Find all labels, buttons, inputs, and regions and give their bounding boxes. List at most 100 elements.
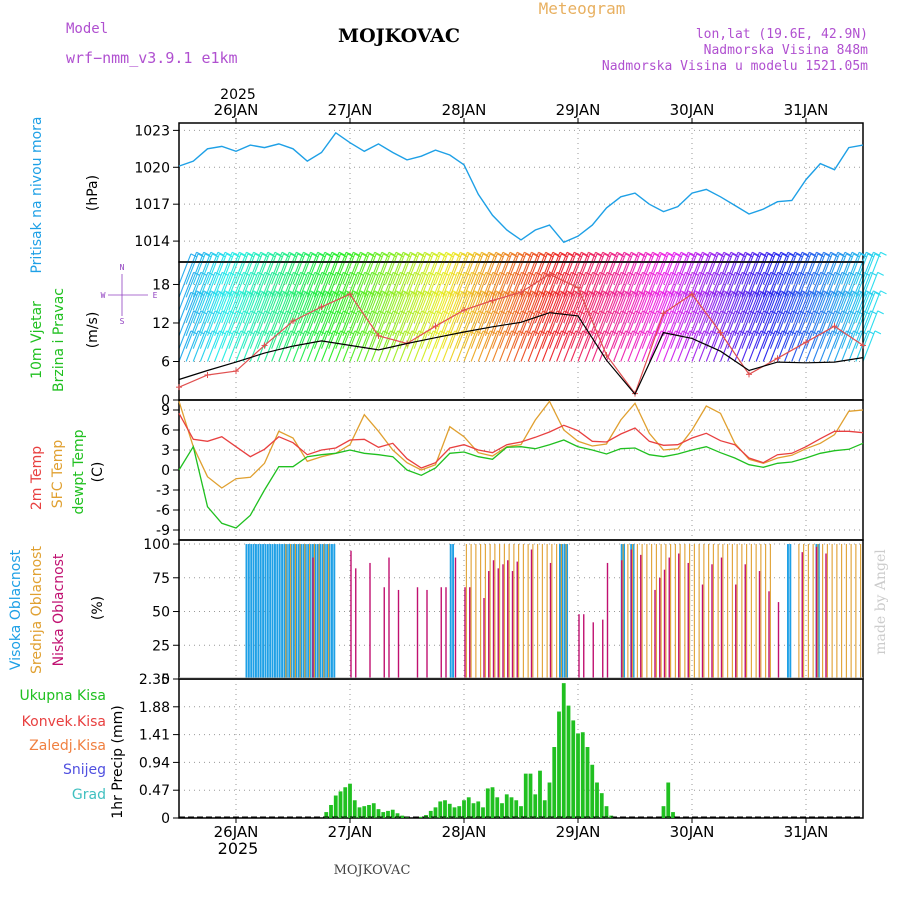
wind-barb — [662, 290, 682, 337]
wind-barb-flag — [846, 291, 853, 296]
high-cloud-bar — [623, 544, 626, 679]
wind-barb-flag — [535, 271, 542, 276]
wind-barb — [271, 310, 287, 349]
wind-barb — [734, 292, 748, 324]
wind-barb — [620, 252, 639, 298]
wind-barb — [755, 253, 769, 285]
wind-barb-flag — [449, 271, 457, 276]
bottom-date-label: 26JAN — [214, 823, 259, 841]
wind-barb — [734, 310, 750, 349]
wind-barb-flag — [402, 251, 410, 256]
lonlat-label: lon,lat (19.6E, 42.9N) — [696, 27, 868, 42]
wind-barb-flag — [400, 271, 407, 276]
wind-barb — [427, 292, 441, 324]
wind-barb-flag — [221, 271, 229, 276]
wind-barb — [776, 290, 796, 337]
wind-barb — [648, 272, 665, 311]
wind-barb — [613, 330, 627, 362]
wind-barb-flag — [589, 253, 597, 258]
wind-barb-flag — [856, 310, 863, 315]
wind-barb — [570, 310, 587, 349]
wind-barb — [306, 292, 320, 324]
wind-barb — [377, 272, 394, 311]
wind-barb-flag — [535, 310, 542, 315]
wind-barb-flag — [831, 330, 839, 335]
wind-barb — [826, 310, 843, 349]
wind-barb-flag — [618, 330, 625, 335]
wind-barb-flag — [746, 253, 753, 258]
wind-barb — [677, 290, 696, 337]
elevation-label: Nadmorska Visina 848m — [704, 43, 869, 58]
wind-barb — [862, 290, 882, 337]
wind-barb-flag — [639, 330, 647, 335]
high-cloud-bar — [632, 544, 635, 679]
wind-barb-flag — [506, 310, 514, 315]
wind-barb — [662, 330, 676, 362]
wind-barb — [570, 253, 584, 285]
wind-barb-flag — [554, 291, 561, 296]
wind-barb — [826, 253, 840, 285]
high-cloud-bar — [255, 544, 257, 679]
wind-barb-flag — [525, 253, 533, 258]
wind-barb — [299, 310, 316, 349]
wind-barb — [420, 290, 440, 337]
wind-barb-flag — [383, 253, 390, 258]
precip-panel: 0 0.47 0.94 1.41 1.88 2.35 — [139, 672, 864, 827]
wind-barb-flag — [385, 271, 393, 276]
wind-barb-flag — [288, 251, 296, 256]
wind-barb — [648, 292, 662, 324]
wind-barb-flag — [229, 310, 236, 315]
dewpt-label: dewpt Temp — [71, 429, 87, 514]
wind-barb — [563, 330, 577, 362]
wind-barb-flag — [682, 291, 689, 296]
wind-barb — [605, 330, 619, 362]
wind-barb-flag — [841, 271, 849, 276]
wind-barb — [577, 290, 597, 337]
watermark: made by Angel — [873, 549, 889, 655]
wind-barb-flag — [506, 271, 514, 276]
wind-barb-flag — [710, 253, 718, 258]
wind-barb — [513, 253, 527, 285]
wind-barb-flag — [774, 253, 782, 258]
wind-barb — [185, 253, 199, 285]
wind-barb-flag — [552, 251, 559, 256]
wind-barb — [420, 330, 434, 362]
wind-barb — [527, 272, 544, 311]
wind-barb-flag — [749, 310, 756, 315]
wind-barb — [727, 253, 741, 285]
wind-barb — [598, 272, 615, 311]
wind-barb-flag — [628, 310, 635, 315]
wind-barb — [719, 330, 733, 362]
wind-barb — [370, 292, 384, 324]
wind-barb — [456, 252, 475, 298]
wind-barb — [320, 290, 340, 337]
pressure-side-labels: Pritisak na nivou mora (hPa) — [29, 116, 101, 273]
wind-barb — [855, 330, 869, 362]
wind-barb — [385, 253, 399, 285]
wind-barb — [477, 252, 497, 298]
wind-barb — [819, 252, 839, 298]
wind-barb-flag — [720, 310, 728, 315]
wind-barb — [427, 310, 444, 349]
wind-barb-flag — [296, 251, 303, 256]
wind-barb — [499, 292, 513, 324]
wind-barb — [833, 292, 847, 324]
wind-barb-flag — [318, 253, 326, 258]
wind-barb-flag — [784, 310, 792, 315]
wind-barb — [598, 310, 615, 349]
wind-barb-flag — [703, 291, 711, 296]
wind-barb — [662, 272, 679, 311]
temp-ytick-label: 3 — [161, 443, 170, 459]
wind-barb — [698, 330, 712, 362]
wind-barb — [449, 272, 465, 311]
wind-barb-flag — [290, 291, 297, 296]
wind-barb — [199, 252, 219, 298]
wind-barb — [449, 292, 463, 324]
wind-barb — [228, 252, 247, 298]
high-cloud-bar — [278, 544, 281, 679]
wind-barb — [206, 253, 220, 285]
wind-barb — [655, 330, 669, 362]
wind-barb — [463, 252, 483, 298]
wind-barb-flag — [276, 253, 283, 258]
wind-barb-flag — [873, 290, 880, 295]
